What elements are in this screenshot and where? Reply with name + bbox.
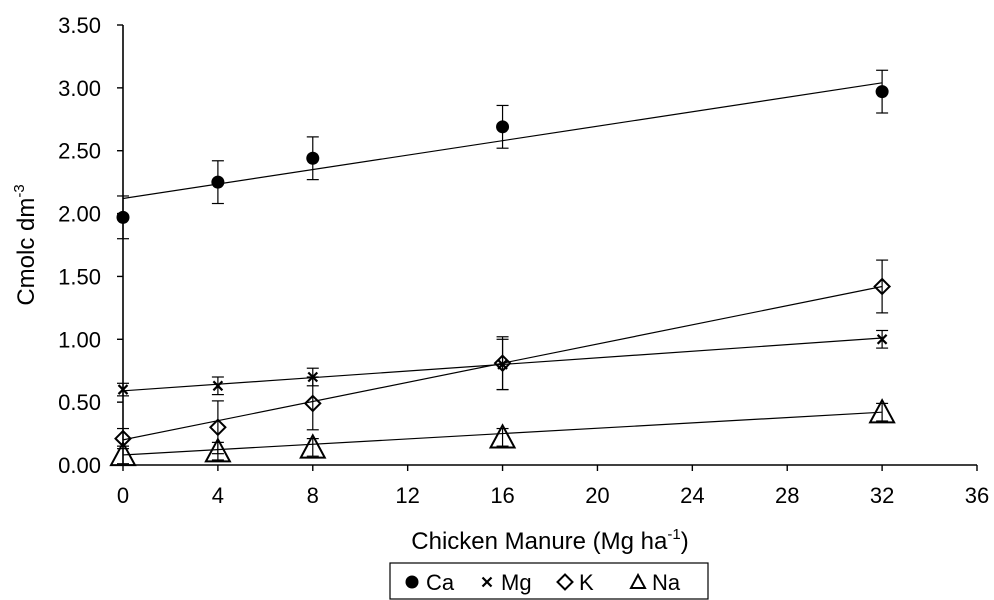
point-ca [875, 85, 889, 99]
point-mg [876, 334, 888, 345]
x-tick-label: 0 [117, 483, 129, 508]
point-ca [116, 210, 130, 224]
point-mg-stroke [307, 371, 319, 383]
y-tick-label: 2.50 [58, 139, 101, 164]
point-k [493, 354, 512, 373]
point-mg [212, 380, 224, 392]
point-ca [496, 120, 510, 134]
point-k [208, 418, 227, 437]
legend-marker-mg-stroke [481, 576, 493, 588]
legend-label-na: Na [652, 570, 681, 595]
axes [117, 24, 978, 471]
x-tick-label: 28 [775, 483, 799, 508]
point-k [114, 429, 132, 448]
x-tick-label: 8 [307, 483, 319, 508]
point-na [204, 437, 232, 463]
errorbar-k [876, 259, 889, 314]
x-tick-label: 24 [680, 483, 704, 508]
legend-label-mg: Mg [501, 570, 532, 595]
legend-label-ca: Ca [426, 570, 455, 595]
point-mg-stroke [212, 380, 224, 392]
errorbar-na [211, 441, 224, 461]
point-mg-stroke [876, 334, 888, 345]
point-na [109, 440, 137, 467]
point-ca [211, 175, 225, 189]
y-tick-label: 1.00 [58, 327, 101, 352]
errorbar-na [876, 402, 889, 422]
x-tick-label: 20 [585, 483, 609, 508]
y-tick-label: 0.00 [58, 453, 101, 478]
point-mg [117, 384, 129, 395]
point-k [303, 394, 322, 413]
y-tick-label: 1.50 [58, 264, 101, 289]
y-tick-label: 0.50 [58, 390, 101, 415]
x-tick-label: 36 [965, 483, 989, 508]
y-tick-label: 3.50 [58, 13, 101, 38]
y-axis-title: Cmolc dm-3 [11, 184, 40, 305]
legend-marker-na [629, 572, 647, 589]
x-tick-label: 4 [212, 483, 224, 508]
errorbar-na [496, 427, 509, 447]
point-na [488, 423, 517, 449]
legend-marker-mg [481, 576, 493, 588]
legend-box [389, 562, 709, 600]
legend: Ca Mg K Na [389, 562, 709, 600]
point-na [299, 433, 327, 459]
y-tick-label: 2.00 [58, 202, 101, 227]
errorbar-k [306, 376, 319, 431]
x-tick-label: 16 [490, 483, 514, 508]
legend-label-k: K [579, 570, 594, 595]
x-tick-label: 12 [395, 483, 419, 508]
errorbar-na [306, 438, 319, 457]
point-ca [306, 151, 320, 165]
tick-labels: 0.00 0.50 1.00 1.50 2.00 2.50 3.00 3.50 0 4 8 12 16 2… [58, 13, 989, 508]
x-tick-label: 32 [870, 483, 894, 508]
x-axis-title: Chicken Manure (Mg ha-1) [411, 526, 688, 555]
point-mg-stroke [117, 384, 129, 395]
point-na [868, 398, 896, 424]
y-tick-label: 3.00 [58, 76, 101, 101]
legend-marker-k [556, 573, 574, 591]
data-markers [109, 85, 896, 467]
point-k [873, 277, 892, 296]
point-mg [307, 371, 319, 383]
legend-marker-ca [405, 575, 419, 589]
